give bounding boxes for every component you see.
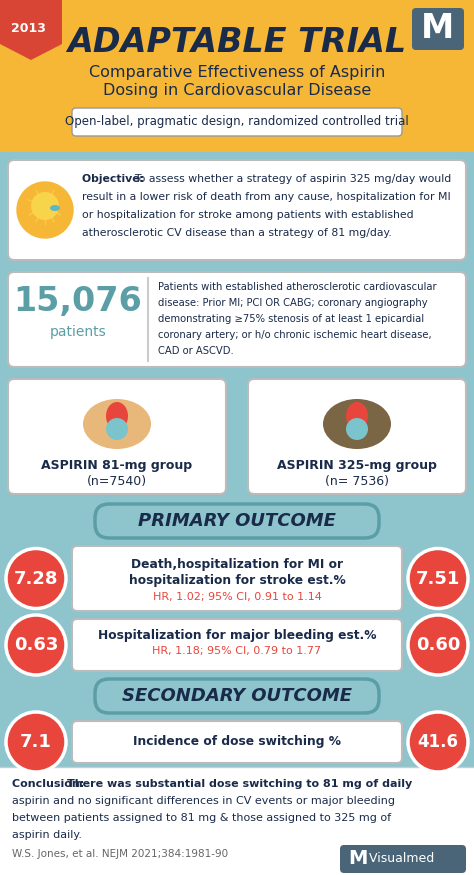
Ellipse shape — [50, 205, 60, 211]
Text: result in a lower risk of death from any cause, hospitalization for MI: result in a lower risk of death from any… — [82, 192, 451, 202]
Text: disease: Prior MI; PCI OR CABG; coronary angiography: disease: Prior MI; PCI OR CABG; coronary… — [158, 298, 428, 308]
Text: SECONDARY OUTCOME: SECONDARY OUTCOME — [122, 687, 352, 705]
Circle shape — [408, 549, 468, 608]
Ellipse shape — [346, 418, 368, 440]
Text: coronary artery; or h/o chronic ischemic heart disease,: coronary artery; or h/o chronic ischemic… — [158, 330, 432, 340]
Text: 7.1: 7.1 — [20, 733, 52, 751]
Text: aspirin daily.: aspirin daily. — [12, 830, 82, 840]
FancyBboxPatch shape — [8, 160, 466, 260]
Text: Comparative Effectiveness of Aspirin: Comparative Effectiveness of Aspirin — [89, 65, 385, 80]
Ellipse shape — [106, 418, 128, 440]
Text: between patients assigned to 81 mg & those assigned to 325 mg of: between patients assigned to 81 mg & tho… — [12, 813, 391, 823]
FancyBboxPatch shape — [0, 0, 474, 152]
Text: patients: patients — [50, 325, 106, 339]
Circle shape — [17, 182, 73, 238]
FancyBboxPatch shape — [72, 619, 402, 671]
FancyBboxPatch shape — [340, 845, 466, 873]
Text: ASPIRIN 325-mg group: ASPIRIN 325-mg group — [277, 459, 437, 472]
FancyBboxPatch shape — [95, 679, 379, 713]
FancyBboxPatch shape — [0, 152, 474, 767]
FancyBboxPatch shape — [8, 379, 226, 494]
Text: aspirin and no significant differences in CV events or major bleeding: aspirin and no significant differences i… — [12, 796, 395, 806]
Polygon shape — [0, 0, 62, 60]
Text: Conclusion:: Conclusion: — [12, 779, 88, 789]
Text: 2013: 2013 — [10, 22, 46, 34]
Circle shape — [6, 615, 66, 675]
Text: (n= 7536): (n= 7536) — [325, 475, 389, 488]
Text: Death,hospitalization for MI or: Death,hospitalization for MI or — [131, 558, 343, 571]
Text: hospitalization for stroke est.%: hospitalization for stroke est.% — [128, 574, 346, 587]
Text: or hospitalization for stroke among patients with established: or hospitalization for stroke among pati… — [82, 210, 414, 220]
Text: ASPIRIN 81-mg group: ASPIRIN 81-mg group — [41, 459, 192, 472]
Circle shape — [408, 712, 468, 772]
Text: There was substantial dose switching to 81 mg of daily: There was substantial dose switching to … — [67, 779, 412, 789]
Text: W.S. Jones, et al. NEJM 2021;384:1981-90: W.S. Jones, et al. NEJM 2021;384:1981-90 — [12, 849, 228, 859]
Text: 7.28: 7.28 — [14, 570, 58, 587]
Circle shape — [6, 712, 66, 772]
Text: demonstrating ≥75% stenosis of at least 1 epicardial: demonstrating ≥75% stenosis of at least … — [158, 314, 424, 324]
Text: (n=7540): (n=7540) — [87, 475, 147, 488]
Circle shape — [408, 615, 468, 675]
Text: To assess whether a strategy of aspirin 325 mg/day would: To assess whether a strategy of aspirin … — [134, 174, 451, 184]
FancyBboxPatch shape — [248, 379, 466, 494]
Text: 7.51: 7.51 — [416, 570, 460, 587]
Text: Open-label, pragmatic design, randomized controlled trial: Open-label, pragmatic design, randomized… — [65, 116, 409, 129]
Text: HR, 1.18; 95% CI, 0.79 to 1.77: HR, 1.18; 95% CI, 0.79 to 1.77 — [153, 646, 321, 656]
Text: ADAPTABLE TRIAL: ADAPTABLE TRIAL — [67, 25, 407, 59]
Ellipse shape — [106, 402, 128, 430]
Text: Hospitalization for major bleeding est.%: Hospitalization for major bleeding est.% — [98, 629, 376, 642]
FancyBboxPatch shape — [412, 8, 464, 50]
Text: Objective:: Objective: — [82, 174, 148, 184]
Text: CAD or ASCVD.: CAD or ASCVD. — [158, 346, 234, 356]
Text: PRIMARY OUTCOME: PRIMARY OUTCOME — [138, 512, 336, 530]
Text: M: M — [348, 850, 368, 869]
Text: Visualmed: Visualmed — [365, 852, 434, 865]
Circle shape — [31, 192, 59, 220]
Text: atherosclerotic CV disease than a strategy of 81 mg/day.: atherosclerotic CV disease than a strate… — [82, 228, 392, 238]
Text: HR, 1.02; 95% CI, 0.91 to 1.14: HR, 1.02; 95% CI, 0.91 to 1.14 — [153, 592, 321, 602]
Ellipse shape — [346, 402, 368, 430]
Ellipse shape — [323, 399, 391, 449]
Ellipse shape — [83, 399, 151, 449]
Text: Incidence of dose switching %: Incidence of dose switching % — [133, 736, 341, 748]
FancyBboxPatch shape — [95, 504, 379, 538]
FancyBboxPatch shape — [8, 272, 466, 367]
Text: 41.6: 41.6 — [418, 733, 458, 751]
Text: 0.63: 0.63 — [14, 636, 58, 654]
FancyBboxPatch shape — [0, 767, 474, 875]
Text: M: M — [421, 12, 455, 46]
Text: 0.60: 0.60 — [416, 636, 460, 654]
Text: Dosing in Cardiovascular Disease: Dosing in Cardiovascular Disease — [103, 82, 371, 97]
Text: Patients with established atherosclerotic cardiovascular: Patients with established atheroscleroti… — [158, 282, 437, 292]
Text: 15,076: 15,076 — [14, 285, 142, 318]
FancyBboxPatch shape — [72, 108, 402, 136]
Circle shape — [6, 549, 66, 608]
FancyBboxPatch shape — [72, 546, 402, 611]
FancyBboxPatch shape — [72, 721, 402, 763]
